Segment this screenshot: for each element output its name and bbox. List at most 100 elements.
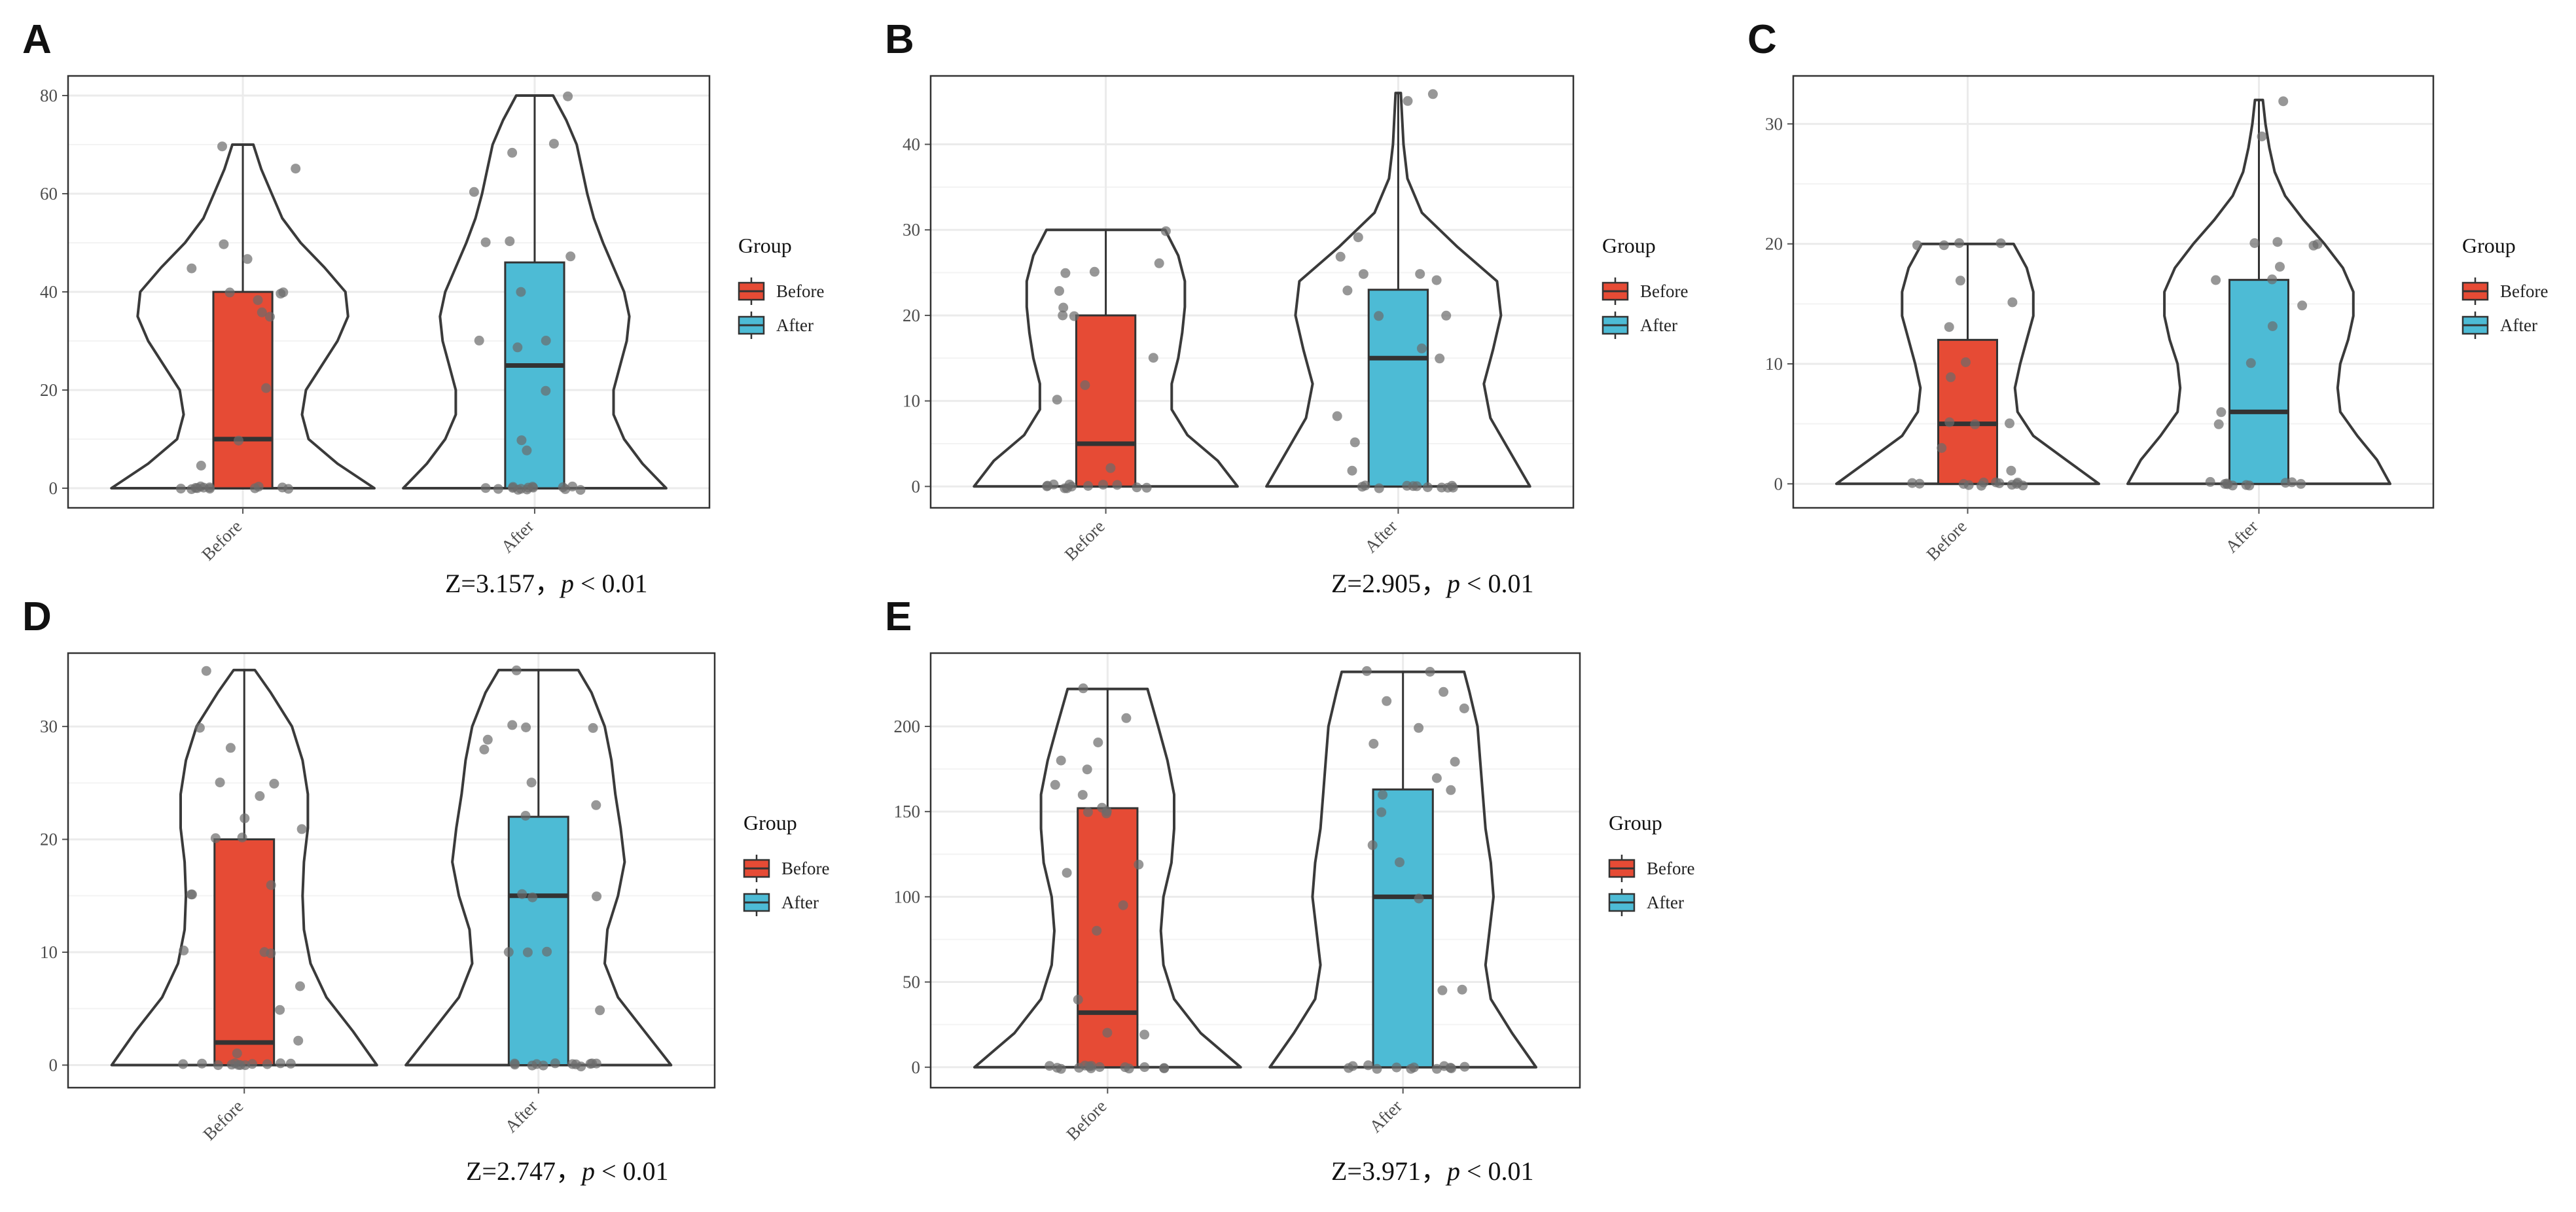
y-tick-label: 20 [1765, 234, 1783, 254]
data-point [510, 1060, 520, 1070]
legend-label-before: Before [781, 859, 829, 878]
violin-outline [1268, 670, 1537, 1069]
data-point [474, 335, 484, 346]
data-point [1914, 478, 1925, 489]
data-point [197, 1058, 207, 1069]
data-point [1457, 984, 1467, 995]
stat-p-value: < 0.01 [1460, 1156, 1534, 1186]
data-point [179, 945, 189, 955]
data-point [1073, 995, 1083, 1005]
data-point [1361, 666, 1372, 676]
data-point [591, 800, 601, 810]
data-point [198, 482, 209, 493]
data-point [1447, 480, 1457, 491]
data-point [1159, 1063, 1170, 1073]
stat-p-symbol: p [1447, 569, 1460, 598]
panel-letter-d: D [22, 594, 52, 639]
data-point [1050, 779, 1060, 790]
box-after [2228, 279, 2289, 485]
data-point [516, 484, 526, 494]
y-tick-label: 0 [49, 1056, 58, 1075]
stat-p-value: < 0.01 [595, 1156, 669, 1186]
data-point [565, 251, 576, 262]
y-tick-label: 30 [40, 717, 58, 736]
data-point [1148, 353, 1158, 363]
x-tick-label: After [497, 516, 538, 557]
data-point [1077, 790, 1088, 800]
legend-title: Group [738, 234, 792, 257]
data-point [528, 482, 539, 493]
data-point [1097, 802, 1107, 813]
legend: Group Before After [738, 234, 824, 339]
panel-letter-a: A [22, 17, 52, 62]
data-point [1954, 238, 1965, 248]
data-point [1415, 269, 1425, 279]
data-point [1955, 276, 1965, 286]
legend-label-after: After [781, 893, 819, 912]
box-after [1367, 289, 1429, 488]
violin-outline [973, 687, 1242, 1069]
series-before [110, 666, 378, 1071]
legend: Group Before After [1601, 234, 1688, 339]
series-after [2126, 96, 2391, 491]
data-point [1372, 1063, 1382, 1074]
data-point [1970, 419, 1980, 429]
data-point [215, 777, 225, 788]
y-tick-label: 40 [903, 135, 920, 154]
data-point [1357, 482, 1367, 492]
data-point [503, 947, 514, 957]
data-point [1939, 240, 1949, 251]
data-point [186, 889, 196, 900]
stat-z: Z=3.971， [1331, 1156, 1447, 1186]
data-point [1367, 840, 1378, 850]
violin-outline [402, 94, 668, 490]
y-tick-label: 20 [903, 306, 920, 325]
panel-border [67, 75, 711, 509]
y-tick-label: 150 [894, 802, 921, 821]
panel-letter-b: B [885, 17, 914, 62]
data-point [1060, 268, 1071, 278]
data-point [225, 743, 236, 753]
stat-z: Z=2.747， [466, 1156, 582, 1186]
data-point [237, 832, 247, 843]
data-point [230, 1058, 240, 1069]
legend-label-after: After [776, 315, 814, 335]
y-tick-label: 10 [40, 942, 58, 962]
stat-p-symbol: p [561, 569, 574, 598]
panel-background [1793, 76, 2433, 508]
data-point [1439, 686, 1449, 697]
data-point [1431, 275, 1442, 285]
series-after [1268, 666, 1537, 1074]
data-point [2205, 476, 2215, 487]
data-point [242, 254, 253, 264]
data-point [516, 435, 527, 446]
data-point [480, 483, 491, 493]
data-point [196, 461, 206, 471]
x-tick-label: Before [1923, 516, 1971, 564]
data-point [528, 892, 538, 902]
stat-annotation-a: Z=3.157，p < 0.01 [445, 571, 648, 597]
legend-label-before: Before [1640, 281, 1688, 301]
data-point [1160, 226, 1171, 236]
data-point [2267, 321, 2278, 331]
data-point [2296, 478, 2306, 489]
data-point [1141, 482, 1152, 493]
legend-label-before: Before [776, 281, 824, 301]
y-tick-label: 0 [49, 478, 58, 498]
data-point [1082, 807, 1093, 817]
data-point [175, 484, 186, 494]
data-point [2308, 240, 2319, 251]
data-point [2222, 478, 2232, 489]
data-point [255, 791, 265, 801]
data-point [2249, 238, 2260, 248]
y-tick-label: 20 [40, 830, 58, 849]
data-point [1414, 893, 1424, 904]
data-point [1363, 1060, 1374, 1071]
data-point [2211, 275, 2221, 285]
data-point [1382, 696, 1392, 706]
data-point [217, 141, 227, 152]
data-point [2245, 358, 2256, 368]
series-before [110, 141, 376, 494]
data-point [541, 385, 551, 396]
data-point [1062, 868, 1072, 878]
